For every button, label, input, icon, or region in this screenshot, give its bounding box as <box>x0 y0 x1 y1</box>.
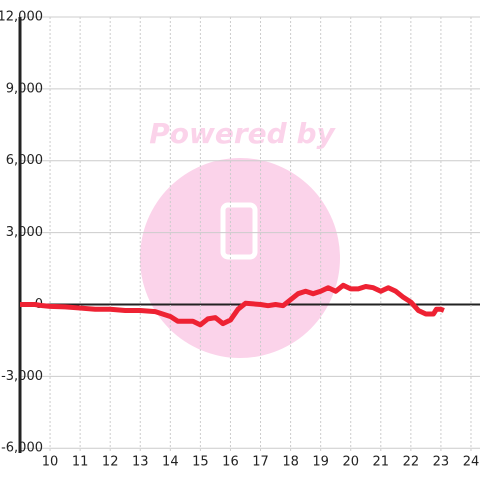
y-tick-label: 3,000 <box>6 225 43 240</box>
y-tick-label: 6,000 <box>6 153 43 168</box>
y-tick-label: 12,000 <box>0 10 43 25</box>
x-tick-label: 13 <box>132 455 149 470</box>
x-tick-label: 21 <box>373 455 390 470</box>
watermark-text: Powered by <box>149 117 336 150</box>
x-tick-label: 20 <box>342 455 359 470</box>
x-tick-label: 11 <box>72 455 89 470</box>
x-tick-label: 19 <box>312 455 329 470</box>
x-tick-label: 14 <box>162 455 179 470</box>
x-tick-label: 23 <box>433 455 450 470</box>
x-tick-label: 10 <box>42 455 59 470</box>
x-tick-label: 12 <box>102 455 119 470</box>
y-tick-label: -6,000 <box>1 441 43 456</box>
x-tick-label: 18 <box>282 455 299 470</box>
y-tick-label: 9,000 <box>6 81 43 96</box>
x-tick-label: 22 <box>403 455 420 470</box>
x-tick-label: 24 <box>463 455 480 470</box>
line <box>20 282 445 328</box>
x-tick-label: 15 <box>192 455 209 470</box>
x-tick-label: 16 <box>222 455 239 470</box>
x-tick-label: 17 <box>252 455 269 470</box>
watermark-icon <box>220 202 258 260</box>
y-tick-label: -3,000 <box>1 369 43 384</box>
